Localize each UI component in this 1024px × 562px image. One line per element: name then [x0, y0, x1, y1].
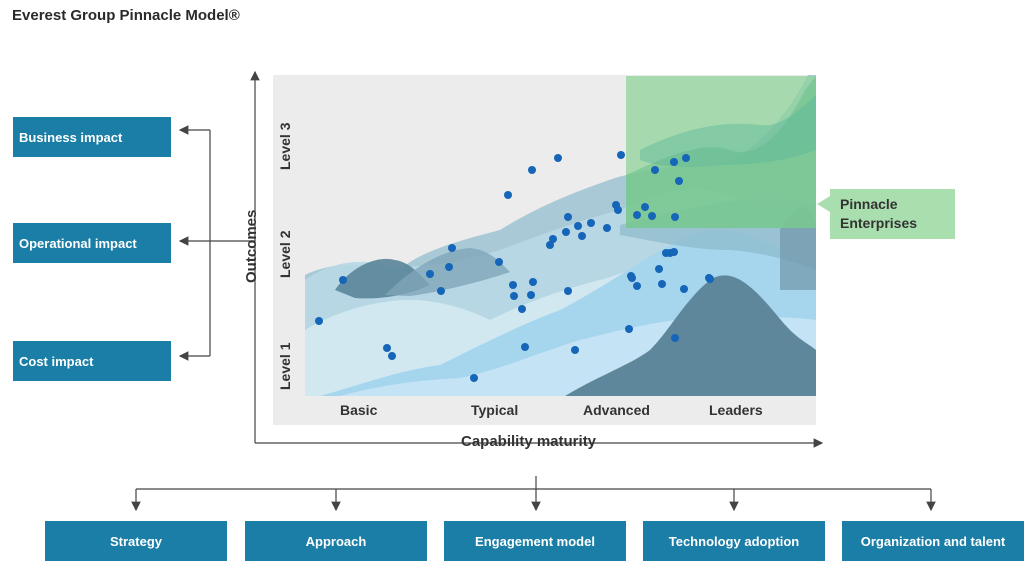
- pinnacle-enterprises-callout: Pinnacle Enterprises: [830, 189, 955, 239]
- category-advanced: Advanced: [583, 402, 650, 418]
- y-axis-label: Outcomes: [243, 209, 260, 283]
- company-dots: [315, 151, 714, 382]
- engagement-model-box: Engagement model: [444, 521, 626, 561]
- category-typical: Typical: [471, 402, 519, 418]
- page-title: Everest Group Pinnacle Model®: [12, 7, 240, 24]
- level-2-label: Level 2: [277, 230, 293, 278]
- category-basic: Basic: [340, 402, 378, 418]
- strategy-box: Strategy: [45, 521, 227, 561]
- level-1-label: Level 1: [277, 342, 293, 390]
- terrain-layers: [305, 75, 816, 396]
- impact-bracket: [178, 125, 255, 361]
- operational-impact-box: Operational impact: [13, 223, 171, 263]
- chart-axes: [250, 70, 824, 448]
- business-impact-box: Business impact: [13, 117, 171, 157]
- category-leaders: Leaders: [709, 402, 763, 418]
- callout-pointer: [817, 196, 830, 212]
- cost-impact-box: Cost impact: [13, 341, 171, 381]
- organization-and-talent-box: Organization and talent: [842, 521, 1024, 561]
- pinnacle-region: [626, 76, 816, 228]
- level-3-label: Level 3: [277, 122, 293, 170]
- callout-line-1: Pinnacle: [840, 196, 898, 212]
- approach-box: Approach: [245, 521, 427, 561]
- technology-adoption-box: Technology adoption: [643, 521, 825, 561]
- dimension-connectors: [131, 476, 936, 512]
- callout-line-2: Enterprises: [840, 215, 918, 231]
- x-axis-label: Capability maturity: [461, 433, 597, 450]
